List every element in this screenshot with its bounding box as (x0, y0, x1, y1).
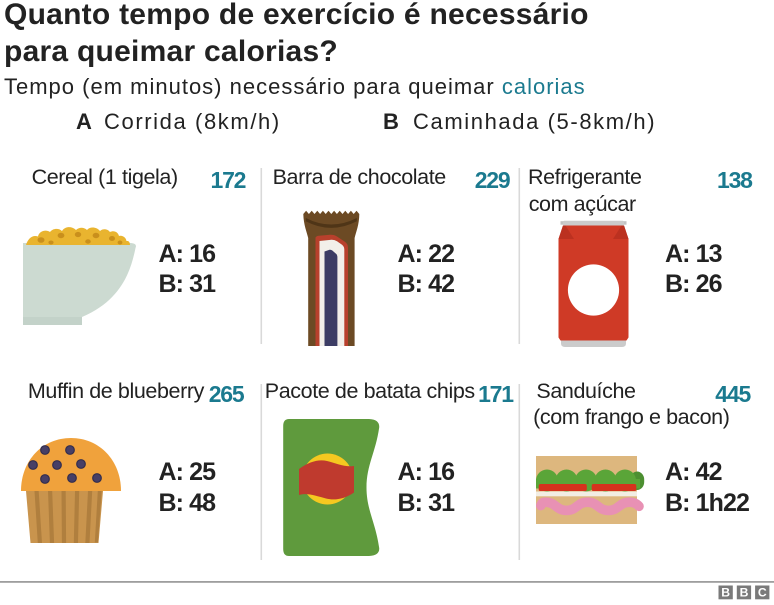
svg-text:C: C (758, 586, 767, 600)
svg-text:B: B (740, 586, 749, 600)
svg-text:B: B (721, 586, 730, 600)
